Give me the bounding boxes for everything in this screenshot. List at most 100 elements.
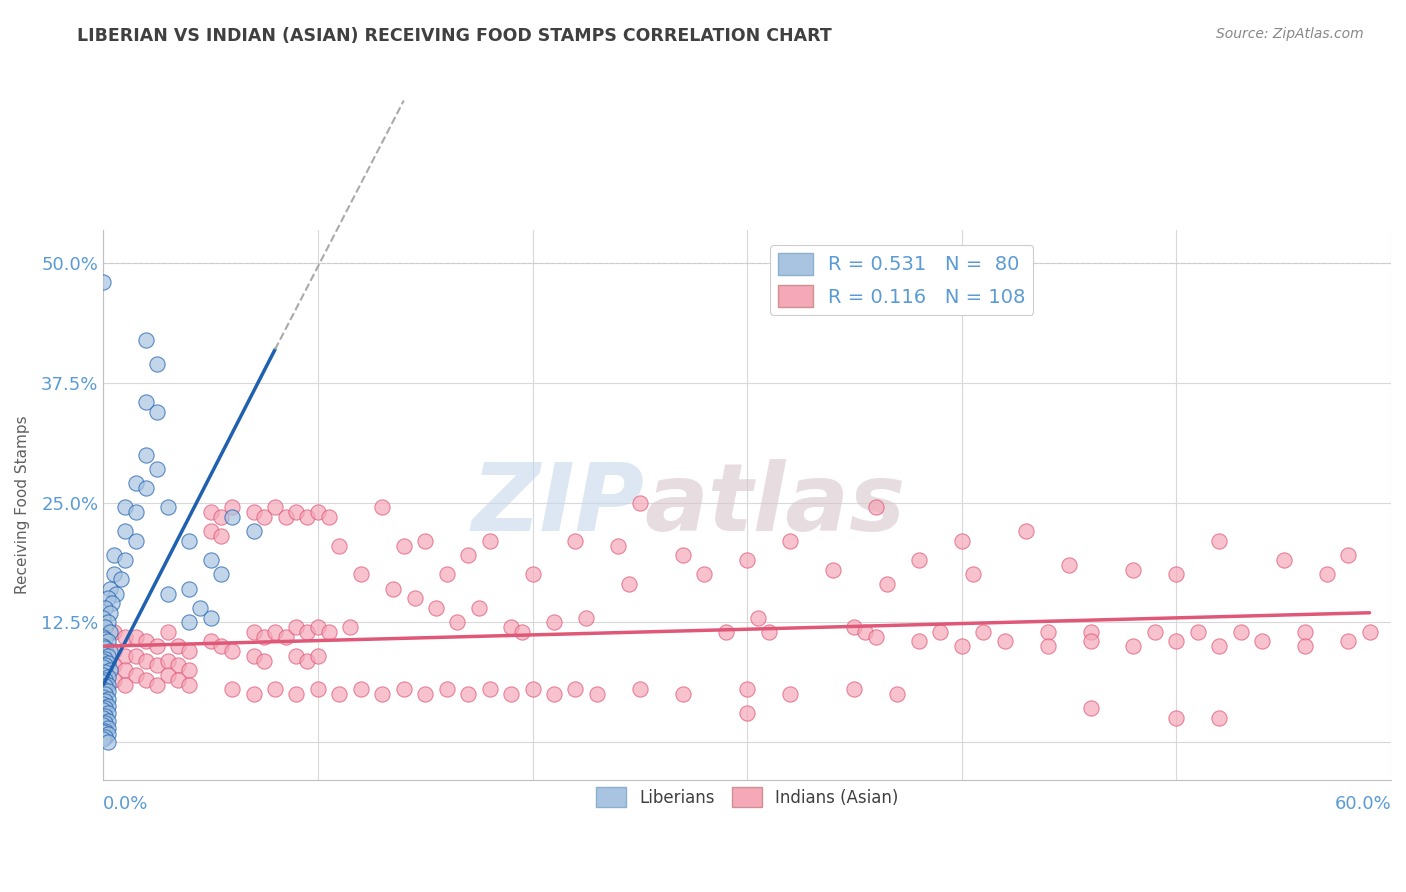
Point <box>865 630 887 644</box>
Point <box>135 654 157 668</box>
Point <box>392 539 415 553</box>
Point <box>103 624 125 639</box>
Point <box>285 687 308 701</box>
Point <box>156 624 179 639</box>
Point <box>328 539 350 553</box>
Point <box>929 624 952 639</box>
Point <box>1272 553 1295 567</box>
Point <box>94 601 117 615</box>
Point <box>1057 558 1080 572</box>
Point <box>468 601 491 615</box>
Point <box>457 549 479 563</box>
Point <box>253 510 276 524</box>
Point <box>876 577 898 591</box>
Point <box>1122 640 1144 654</box>
Point <box>413 687 436 701</box>
Point <box>93 690 115 704</box>
Point <box>285 505 308 519</box>
Point <box>179 582 201 596</box>
Point <box>93 640 115 654</box>
Point <box>1294 640 1316 654</box>
Point <box>124 630 146 644</box>
Point <box>735 553 758 567</box>
Point <box>747 610 769 624</box>
Point <box>242 648 264 663</box>
Point <box>221 682 243 697</box>
Point <box>1294 624 1316 639</box>
Point <box>94 723 117 738</box>
Point <box>1208 711 1230 725</box>
Legend: Liberians, Indians (Asian): Liberians, Indians (Asian) <box>589 780 905 814</box>
Point <box>200 553 222 567</box>
Point <box>478 533 501 548</box>
Point <box>950 533 973 548</box>
Point <box>446 615 468 630</box>
Point <box>382 582 405 596</box>
Point <box>98 644 121 658</box>
Point <box>200 634 222 648</box>
Point <box>114 524 136 539</box>
Point <box>94 687 117 701</box>
Point <box>93 703 115 717</box>
Point <box>94 620 117 634</box>
Point <box>179 533 201 548</box>
Point <box>94 658 117 673</box>
Point <box>457 687 479 701</box>
Y-axis label: Receiving Food Stamps: Receiving Food Stamps <box>15 416 30 594</box>
Point <box>758 624 780 639</box>
Text: ZIP: ZIP <box>471 459 644 551</box>
Point <box>93 718 115 732</box>
Point <box>242 505 264 519</box>
Point <box>94 694 117 708</box>
Point <box>93 725 115 739</box>
Point <box>221 644 243 658</box>
Point <box>97 648 120 663</box>
Point <box>94 641 117 656</box>
Point <box>543 687 565 701</box>
Point <box>114 630 136 644</box>
Point <box>404 591 426 606</box>
Point <box>200 610 222 624</box>
Point <box>103 567 125 582</box>
Text: 0.0%: 0.0% <box>104 795 149 813</box>
Point <box>436 567 458 582</box>
Point <box>97 677 120 691</box>
Point <box>179 663 201 677</box>
Point <box>575 610 598 624</box>
Point <box>146 405 169 419</box>
Point <box>253 630 276 644</box>
Point <box>93 711 115 725</box>
Point <box>1166 567 1188 582</box>
Point <box>328 687 350 701</box>
Point <box>779 533 801 548</box>
Point <box>714 624 737 639</box>
Point <box>962 567 984 582</box>
Point <box>339 620 361 634</box>
Point <box>93 610 115 624</box>
Point <box>114 500 136 515</box>
Point <box>350 682 373 697</box>
Point <box>436 682 458 697</box>
Point <box>93 660 115 674</box>
Point <box>285 648 308 663</box>
Point <box>103 644 125 658</box>
Point <box>242 687 264 701</box>
Point <box>209 529 232 543</box>
Point <box>98 582 121 596</box>
Point <box>98 624 121 639</box>
Point <box>97 615 120 630</box>
Text: Source: ZipAtlas.com: Source: ZipAtlas.com <box>1216 27 1364 41</box>
Point <box>501 620 523 634</box>
Point <box>93 668 115 682</box>
Point <box>93 640 115 654</box>
Point <box>1036 624 1059 639</box>
Point <box>1166 711 1188 725</box>
Point <box>522 682 544 697</box>
Point <box>564 533 586 548</box>
Point <box>156 668 179 682</box>
Point <box>307 648 329 663</box>
Point <box>124 668 146 682</box>
Point <box>672 549 695 563</box>
Point <box>264 500 287 515</box>
Point <box>1080 624 1102 639</box>
